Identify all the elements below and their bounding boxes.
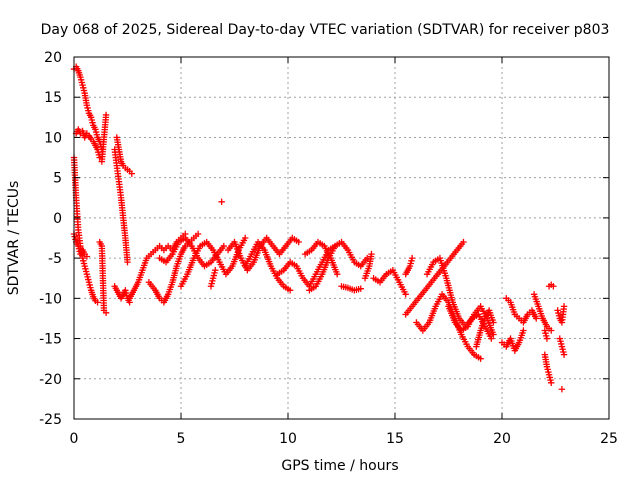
series-arc-32 [530,291,555,334]
data-points [70,63,568,393]
data-point [218,198,225,205]
y-tick-label: -15 [39,332,62,348]
series-arc-3 [72,126,103,161]
x-tick-label: 15 [386,431,404,447]
data-point [488,335,495,342]
y-tick-label: 0 [53,211,62,227]
series-arc-1 [70,63,106,153]
series-arc-37 [556,335,568,358]
data-point [460,238,467,246]
data-point [477,355,484,362]
series-arc-4 [70,230,91,260]
series-arc-2 [70,154,101,306]
data-point [548,379,555,386]
data-point [368,250,375,258]
data-point [560,351,568,358]
data-point [98,158,106,165]
series-arc-22 [361,250,375,282]
axis-ticks: 0 5 10 15 20 25 -25 -20 -15 -10 -5 0 5 10 15 20 [39,50,618,447]
data-point [357,285,364,292]
data-point [102,309,110,317]
x-tick-label: 20 [493,431,511,447]
series-arc-11 [145,230,202,306]
y-tick-label: 10 [44,130,62,146]
series-arc-21 [338,283,364,294]
data-point [242,234,249,242]
data-point [124,258,131,266]
series-arc-8 [111,146,131,266]
data-point [558,386,566,393]
x-axis-label: GPS time / hours [281,458,398,474]
data-point [543,335,551,342]
series-arc-33 [541,351,555,386]
series-arc-17 [242,238,294,294]
series-arc-31 [503,295,540,326]
data-point [220,242,227,250]
data-point [334,271,341,278]
data-point [520,327,527,334]
data-point [490,331,497,338]
data-point [548,327,555,334]
data-point [286,287,294,294]
data-point [560,303,568,310]
series-arc-15 [218,198,225,205]
series-arc-38 [558,386,566,393]
data-point [402,291,409,298]
y-tick-label: -25 [39,412,62,428]
data-point [490,319,497,326]
grid-lines [74,57,609,419]
series-arc-14 [207,266,219,290]
series-arc-35 [541,327,551,342]
y-tick-label: 5 [53,171,62,187]
x-tick-label: 25 [600,431,618,447]
data-point [212,266,219,274]
x-tick-label: 10 [279,431,297,447]
y-axis-label: SDTVAR / TECUs [6,181,22,296]
series-arc-7 [113,134,135,177]
data-point [533,315,540,322]
data-point [295,238,302,246]
series-arc-20 [306,238,371,294]
series-arc-29 [473,307,497,350]
y-tick-label: 20 [44,50,62,66]
y-tick-label: 15 [44,90,62,106]
data-point [550,283,557,290]
series-arc-6 [96,238,110,317]
data-point [128,170,135,177]
y-tick-label: -10 [39,291,62,307]
y-tick-label: -5 [48,251,62,267]
series-arc-30 [498,327,527,354]
series-arc-25 [402,238,467,318]
y-tick-label: -20 [39,372,62,388]
data-point [94,299,101,306]
chart-title: Day 068 of 2025, Sidereal Day-to-day VTE… [41,22,610,38]
data-point [363,254,371,262]
data-point [83,253,91,260]
series-arc-34 [545,281,557,290]
x-tick-label: 5 [177,431,186,447]
series-arc-16 [224,234,302,274]
series-arc-26 [413,291,484,362]
series-arc-36 [554,303,568,326]
series-arc-5 [98,111,110,165]
series-arc-23 [370,266,409,298]
series-arc-24 [402,254,416,278]
plot-frame [73,56,610,420]
data-point [194,230,202,238]
x-tick-label: 0 [70,431,79,447]
data-point [408,254,416,262]
